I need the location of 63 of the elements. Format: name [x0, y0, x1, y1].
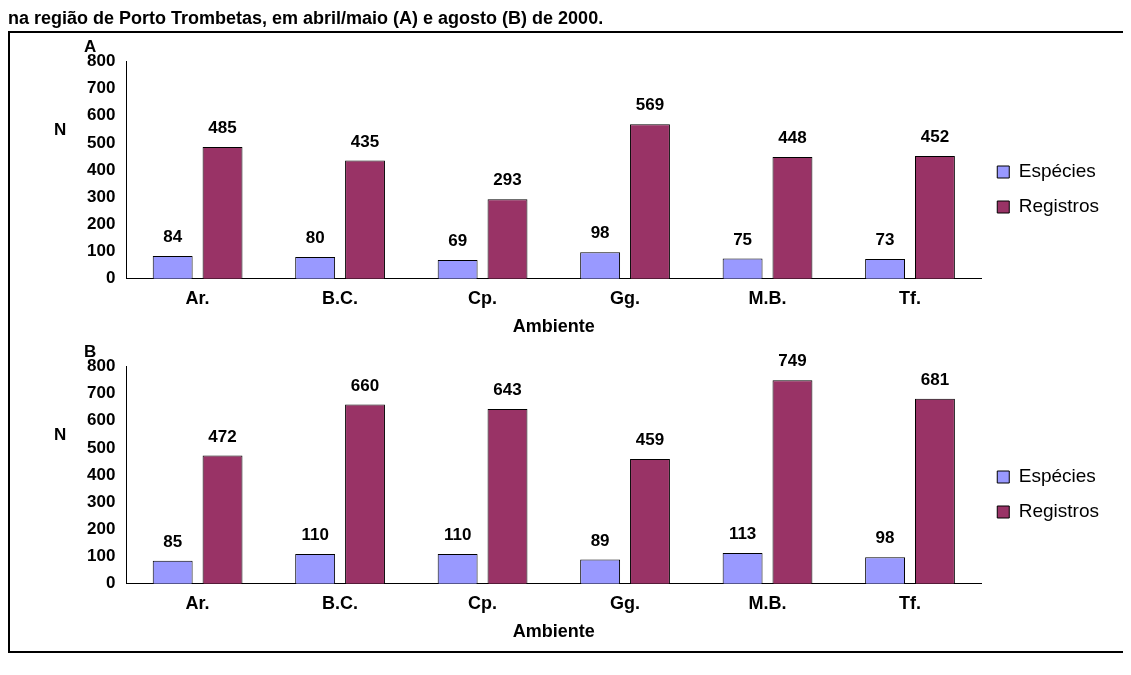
data-label: 472 [208, 426, 237, 446]
data-label: 448 [778, 128, 807, 148]
y-tick-label: 700 [86, 78, 116, 98]
y-tick-label: 500 [86, 132, 116, 152]
y-tick-label: 800 [86, 356, 116, 376]
data-label: 485 [208, 118, 237, 138]
data-label: 84 [163, 227, 183, 247]
data-label: 660 [350, 375, 380, 395]
x-tick-label: B.C. [322, 287, 359, 308]
legend-label: Espécies [1018, 465, 1096, 487]
data-label: 643 [493, 380, 522, 400]
y-tick-label: 600 [86, 410, 116, 430]
y-tick-label: 100 [86, 546, 116, 566]
x-tick-label: B.C. [322, 592, 359, 613]
x-tick-label: Cp. [468, 592, 498, 613]
x-axis-title: Ambiente [512, 316, 595, 337]
y-axis-title: N [54, 424, 67, 444]
y-tick-label: 500 [86, 437, 116, 457]
y-axis-title: N [54, 119, 67, 139]
legend-label: Espécies [1018, 160, 1096, 182]
data-label: 435 [350, 131, 380, 151]
y-tick-label: 300 [86, 186, 116, 206]
data-label: 73 [875, 230, 895, 250]
legend-label: Registros [1018, 195, 1099, 217]
data-label: 85 [163, 531, 183, 551]
data-label: 749 [778, 351, 807, 371]
data-label: 110 [301, 525, 329, 545]
data-label: 98 [590, 223, 610, 243]
data-label: 98 [875, 528, 895, 548]
y-tick-label: 200 [86, 214, 116, 234]
data-label: 452 [920, 127, 950, 147]
y-tick-label: 700 [86, 383, 116, 403]
data-label: 80 [305, 228, 325, 248]
x-tick-label: Tf. [899, 287, 922, 308]
y-tick-label: 300 [86, 491, 116, 511]
x-tick-label: M.B. [748, 592, 787, 613]
data-label: 69 [448, 231, 468, 251]
x-tick-label: Ar. [185, 592, 210, 613]
data-label: 459 [635, 430, 665, 450]
y-tick-label: 400 [86, 159, 116, 179]
data-label: 569 [635, 95, 665, 115]
x-axis-title: Ambiente [512, 621, 595, 642]
legend-label: Registros [1018, 500, 1099, 522]
data-label: 89 [590, 530, 610, 550]
data-label: 75 [733, 229, 753, 249]
text: na região de Porto Trombetas, em abril/maio (A) e agosto (B) de 2000. [8, 8, 605, 29]
data-label: 681 [920, 369, 950, 389]
data-label: 113 [728, 524, 757, 544]
x-tick-label: Gg. [610, 287, 641, 308]
y-tick-label: 0 [105, 573, 116, 593]
data-label: 293 [493, 170, 522, 190]
x-tick-label: Gg. [610, 592, 641, 613]
y-tick-label: 200 [86, 519, 116, 539]
x-tick-label: Tf. [899, 592, 922, 613]
x-tick-label: M.B. [748, 287, 787, 308]
x-tick-label: Cp. [468, 287, 498, 308]
y-tick-label: 100 [86, 241, 116, 261]
y-tick-label: 400 [86, 464, 116, 484]
y-tick-label: 0 [105, 268, 116, 288]
y-tick-label: 600 [86, 105, 116, 125]
x-tick-label: Ar. [185, 287, 210, 308]
data-label: 110 [443, 525, 472, 545]
y-tick-label: 800 [86, 51, 116, 71]
